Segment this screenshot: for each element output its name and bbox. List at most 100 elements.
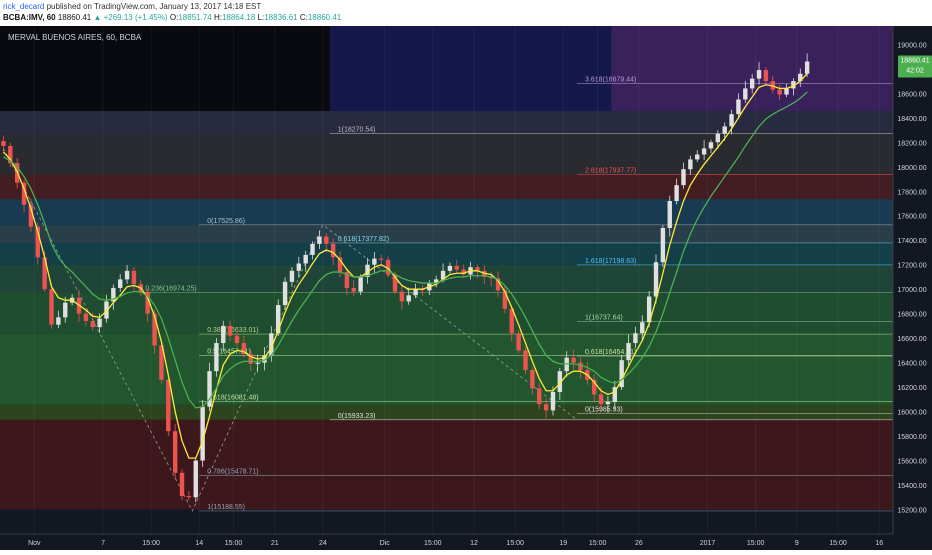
- candle-body: [729, 114, 734, 127]
- candle-body: [351, 287, 356, 292]
- price-tick-label: 16200.00: [897, 385, 926, 392]
- candle-body: [104, 301, 109, 319]
- candle-body: [1, 141, 6, 146]
- fib-zone: [0, 404, 893, 420]
- price-tick-label: 17800.00: [897, 189, 926, 196]
- candle-body: [523, 350, 528, 370]
- time-tick-label: 15:00: [747, 540, 765, 547]
- candle-body: [166, 379, 171, 432]
- last-price-countdown: 42:02: [906, 67, 924, 74]
- price-axis-labels: 15200.00 15400.00 15600.00 15800.00 16000.00…: [897, 42, 926, 514]
- chart-title: MERVAL BUENOS AIRES, 60, BCBA: [8, 33, 142, 42]
- candle-body: [605, 401, 611, 405]
- candle-body: [269, 333, 274, 356]
- up-arrow-icon: ▲: [93, 13, 102, 22]
- candle-body: [681, 169, 686, 186]
- time-axis[interactable]: [0, 534, 932, 550]
- candle-body: [653, 262, 659, 297]
- time-tick-label: 2017: [700, 540, 716, 547]
- price-tick-label: 18200.00: [897, 140, 926, 147]
- fib-zone: [0, 133, 893, 175]
- fib-zone: [0, 199, 893, 225]
- candle-body: [763, 70, 769, 82]
- time-tick-label: 9: [795, 540, 799, 547]
- candle-body: [509, 308, 514, 334]
- time-axis-labels: Nov 7 15:00 14 15:00 21 24 Dic 15:00 12 15:00 19 15:…: [28, 540, 883, 547]
- candle-body: [543, 404, 549, 411]
- author-link[interactable]: rick_decard: [3, 2, 45, 11]
- candle-body: [619, 360, 624, 388]
- ohlc-values: O:18851.74 H:18864.18 L:18836.61 C:18860…: [170, 13, 341, 22]
- candle-body: [200, 406, 205, 461]
- candle-body: [303, 254, 308, 264]
- candle-body: [612, 387, 617, 402]
- candle-body: [798, 73, 803, 82]
- fib-level-label: 0.5(16457.21): [207, 349, 251, 356]
- fib-level-label: 1(16737.64): [585, 314, 623, 321]
- publish-header: rick_decard published on TradingView.com…: [0, 0, 932, 26]
- candle-body: [145, 291, 150, 314]
- price-axis[interactable]: [893, 26, 932, 534]
- candle-body: [372, 258, 377, 265]
- ema-slow-line: [3, 91, 808, 409]
- fib-zone: [0, 26, 330, 112]
- candle-body: [21, 182, 27, 205]
- fib-level-label: 1(18270.54): [338, 127, 376, 134]
- ema-fast-line: [2, 73, 808, 459]
- candle-body: [633, 333, 638, 344]
- candle-body: [172, 431, 178, 473]
- fib-zone: [0, 174, 893, 200]
- candle-body: [756, 70, 762, 79]
- candle-body: [743, 88, 748, 100]
- time-tick-label: Nov: [28, 540, 41, 547]
- candle-body: [413, 289, 418, 296]
- candle-body: [221, 325, 226, 344]
- price-tick-label: 16400.00: [897, 361, 926, 368]
- fib-zone: [0, 264, 893, 293]
- price-tick-label: 19000.00: [897, 42, 926, 49]
- last-price: 18860.41: [57, 13, 92, 22]
- candle-body: [399, 291, 405, 302]
- ohlc-close: 18860.41: [307, 13, 342, 22]
- price-tick-label: 18400.00: [897, 116, 926, 123]
- candle-body: [461, 269, 466, 275]
- candle-body: [152, 313, 157, 346]
- candle-body: [736, 99, 741, 115]
- candle-body: [640, 322, 645, 334]
- candle-body: [557, 371, 563, 393]
- fib-level-label: 0.236(16974.25): [145, 285, 196, 292]
- candle-body: [406, 295, 411, 302]
- candle-body: [530, 369, 535, 389]
- candle-body: [214, 343, 219, 372]
- candle-body: [83, 313, 89, 322]
- candle-body: [379, 258, 384, 260]
- time-tick-label: 7: [101, 540, 105, 547]
- moving-averages: [2, 73, 808, 459]
- price-tick-label: 17200.00: [897, 263, 926, 270]
- candle-body: [715, 133, 721, 143]
- price-chart[interactable]: 3.618(18679.44) 1(18270.54) 2.618(17937.77…: [0, 26, 932, 550]
- time-tick-label: 15:00: [829, 540, 847, 547]
- candle-body: [330, 243, 336, 258]
- candle-body: [688, 159, 693, 170]
- price-tick-label: 18000.00: [897, 165, 926, 172]
- time-tick-label: 12: [470, 540, 478, 547]
- fib-zone: [611, 26, 893, 112]
- quote-line: BCBA:IMV, 60 18860.41 ▲ +269.13 (+1.45%)…: [3, 13, 341, 23]
- candle-body: [722, 126, 727, 134]
- candle-body: [131, 270, 137, 285]
- candle-body: [495, 278, 501, 291]
- candle-body: [660, 227, 666, 263]
- candle-body: [248, 354, 253, 364]
- candle-body: [324, 236, 329, 244]
- time-tick-label: 24: [319, 540, 327, 547]
- price-tick-label: 18600.00: [897, 91, 926, 98]
- candle-body: [674, 185, 679, 202]
- candle-body: [193, 460, 198, 498]
- candle-body: [646, 296, 652, 323]
- candle-body: [784, 88, 789, 95]
- candle-body: [179, 472, 185, 497]
- price-tick-label: 15600.00: [897, 459, 926, 466]
- fib-level-label: 0.786(15478.71): [207, 468, 258, 475]
- chart-panel[interactable]: 3.618(18679.44) 1(18270.54) 2.618(17937.77…: [0, 26, 932, 550]
